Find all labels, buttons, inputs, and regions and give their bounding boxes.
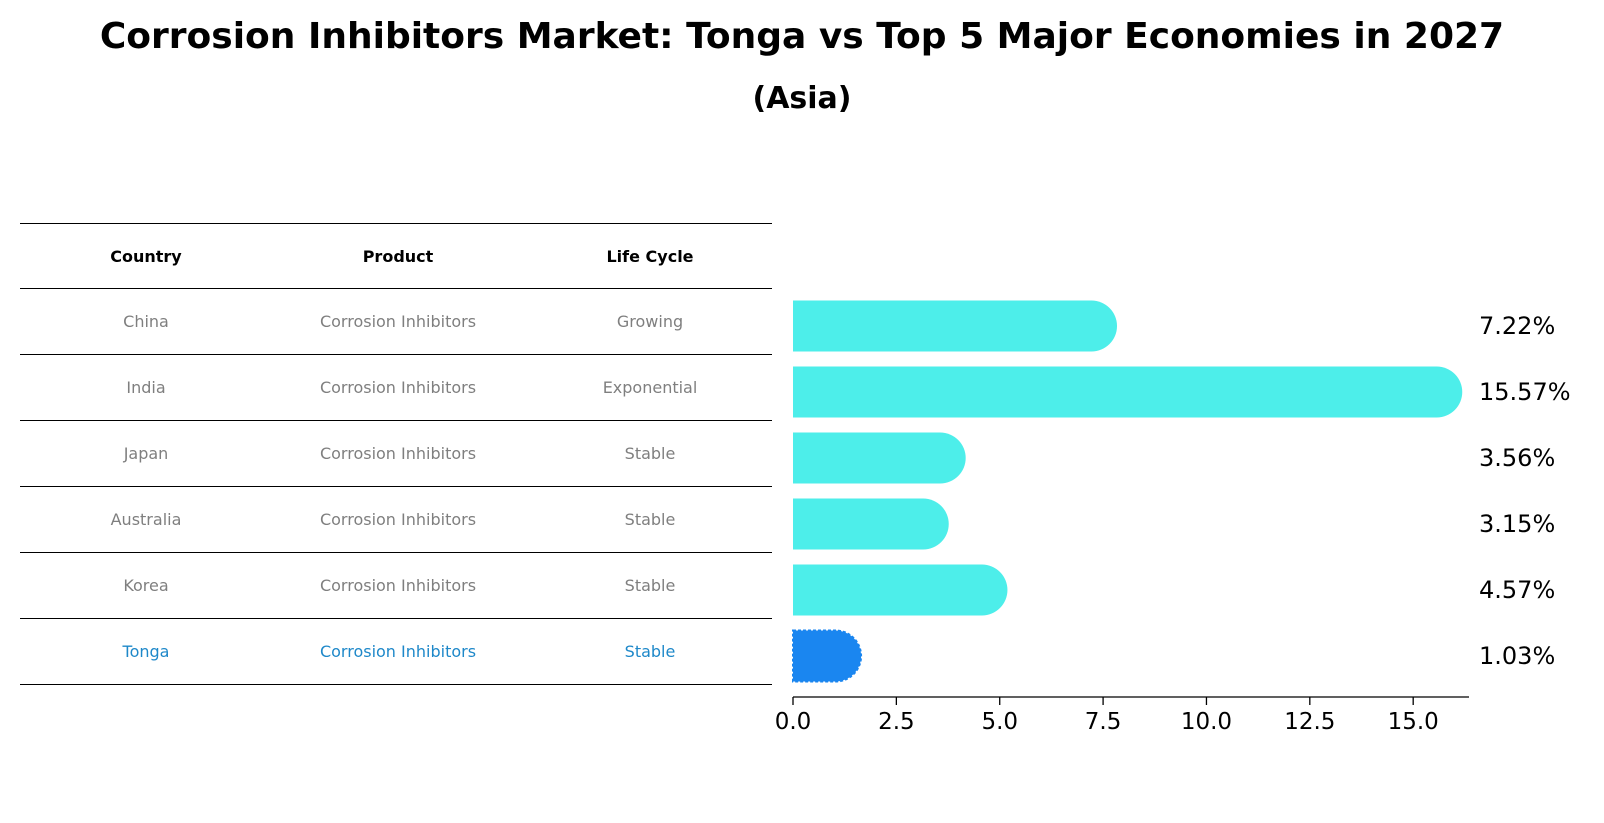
table-row: China Corrosion Inhibitors Growing	[20, 289, 772, 355]
cell-life-cycle: Stable	[624, 576, 676, 595]
data-label: 7.22%	[1479, 312, 1555, 340]
cell-life-cycle: Exponential	[602, 378, 698, 397]
chart-title: Corrosion Inhibitors Market: Tonga vs To…	[99, 16, 1505, 57]
cell-life-cycle: Stable	[624, 444, 676, 463]
x-tick-label: 0.0	[775, 709, 812, 735]
cell-life-cycle: Stable	[624, 510, 676, 529]
data-table: Country Product Life Cycle China Corrosi…	[20, 223, 772, 685]
x-tick-label: 7.5	[1085, 709, 1122, 735]
table-row: Australia Corrosion Inhibitors Stable	[20, 487, 772, 553]
cell-product: Corrosion Inhibitors	[319, 444, 477, 463]
x-tick-label: 15.0	[1388, 709, 1439, 735]
cell-country: Australia	[110, 510, 182, 529]
bar-korea	[793, 564, 1008, 616]
bar-australia	[793, 498, 949, 550]
x-tick-label: 5.0	[981, 709, 1018, 735]
cell-country: Tonga	[122, 642, 170, 661]
cell-product: Corrosion Inhibitors	[319, 378, 477, 397]
data-label: 3.15%	[1479, 510, 1555, 538]
table-row: India Corrosion Inhibitors Exponential	[20, 355, 772, 421]
chart-subtitle: (Asia)	[752, 81, 852, 116]
cell-product: Corrosion Inhibitors	[319, 312, 477, 331]
column-header-life-cycle: Life Cycle	[606, 246, 694, 266]
bar-japan	[793, 432, 966, 484]
table-row: Korea Corrosion Inhibitors Stable	[20, 553, 772, 619]
bar-china	[793, 300, 1118, 352]
cell-life-cycle: Growing	[616, 312, 684, 331]
column-header-product: Product	[362, 246, 434, 266]
table-row: Japan Corrosion Inhibitors Stable	[20, 421, 772, 487]
cell-product: Corrosion Inhibitors	[319, 642, 477, 661]
cell-country: Korea	[123, 576, 169, 595]
cell-product: Corrosion Inhibitors	[319, 510, 477, 529]
cell-country: China	[123, 312, 169, 331]
bar-india	[793, 366, 1463, 418]
column-header-country: Country	[110, 246, 182, 266]
table-header-row: Country Product Life Cycle	[20, 223, 772, 289]
x-tick-label: 12.5	[1284, 709, 1335, 735]
x-tick-label: 2.5	[878, 709, 915, 735]
data-label: 4.57%	[1479, 576, 1555, 604]
bar-tonga	[792, 629, 863, 683]
cell-product: Corrosion Inhibitors	[319, 576, 477, 595]
cell-country: Japan	[123, 444, 169, 463]
data-label: 15.57%	[1479, 378, 1571, 406]
data-label: 3.56%	[1479, 444, 1555, 472]
cell-life-cycle: Stable	[624, 642, 676, 661]
cell-country: India	[126, 378, 166, 397]
table-row-highlight: Tonga Corrosion Inhibitors Stable	[20, 619, 772, 685]
x-tick-label: 10.0	[1181, 709, 1232, 735]
data-label: 1.03%	[1479, 642, 1555, 670]
